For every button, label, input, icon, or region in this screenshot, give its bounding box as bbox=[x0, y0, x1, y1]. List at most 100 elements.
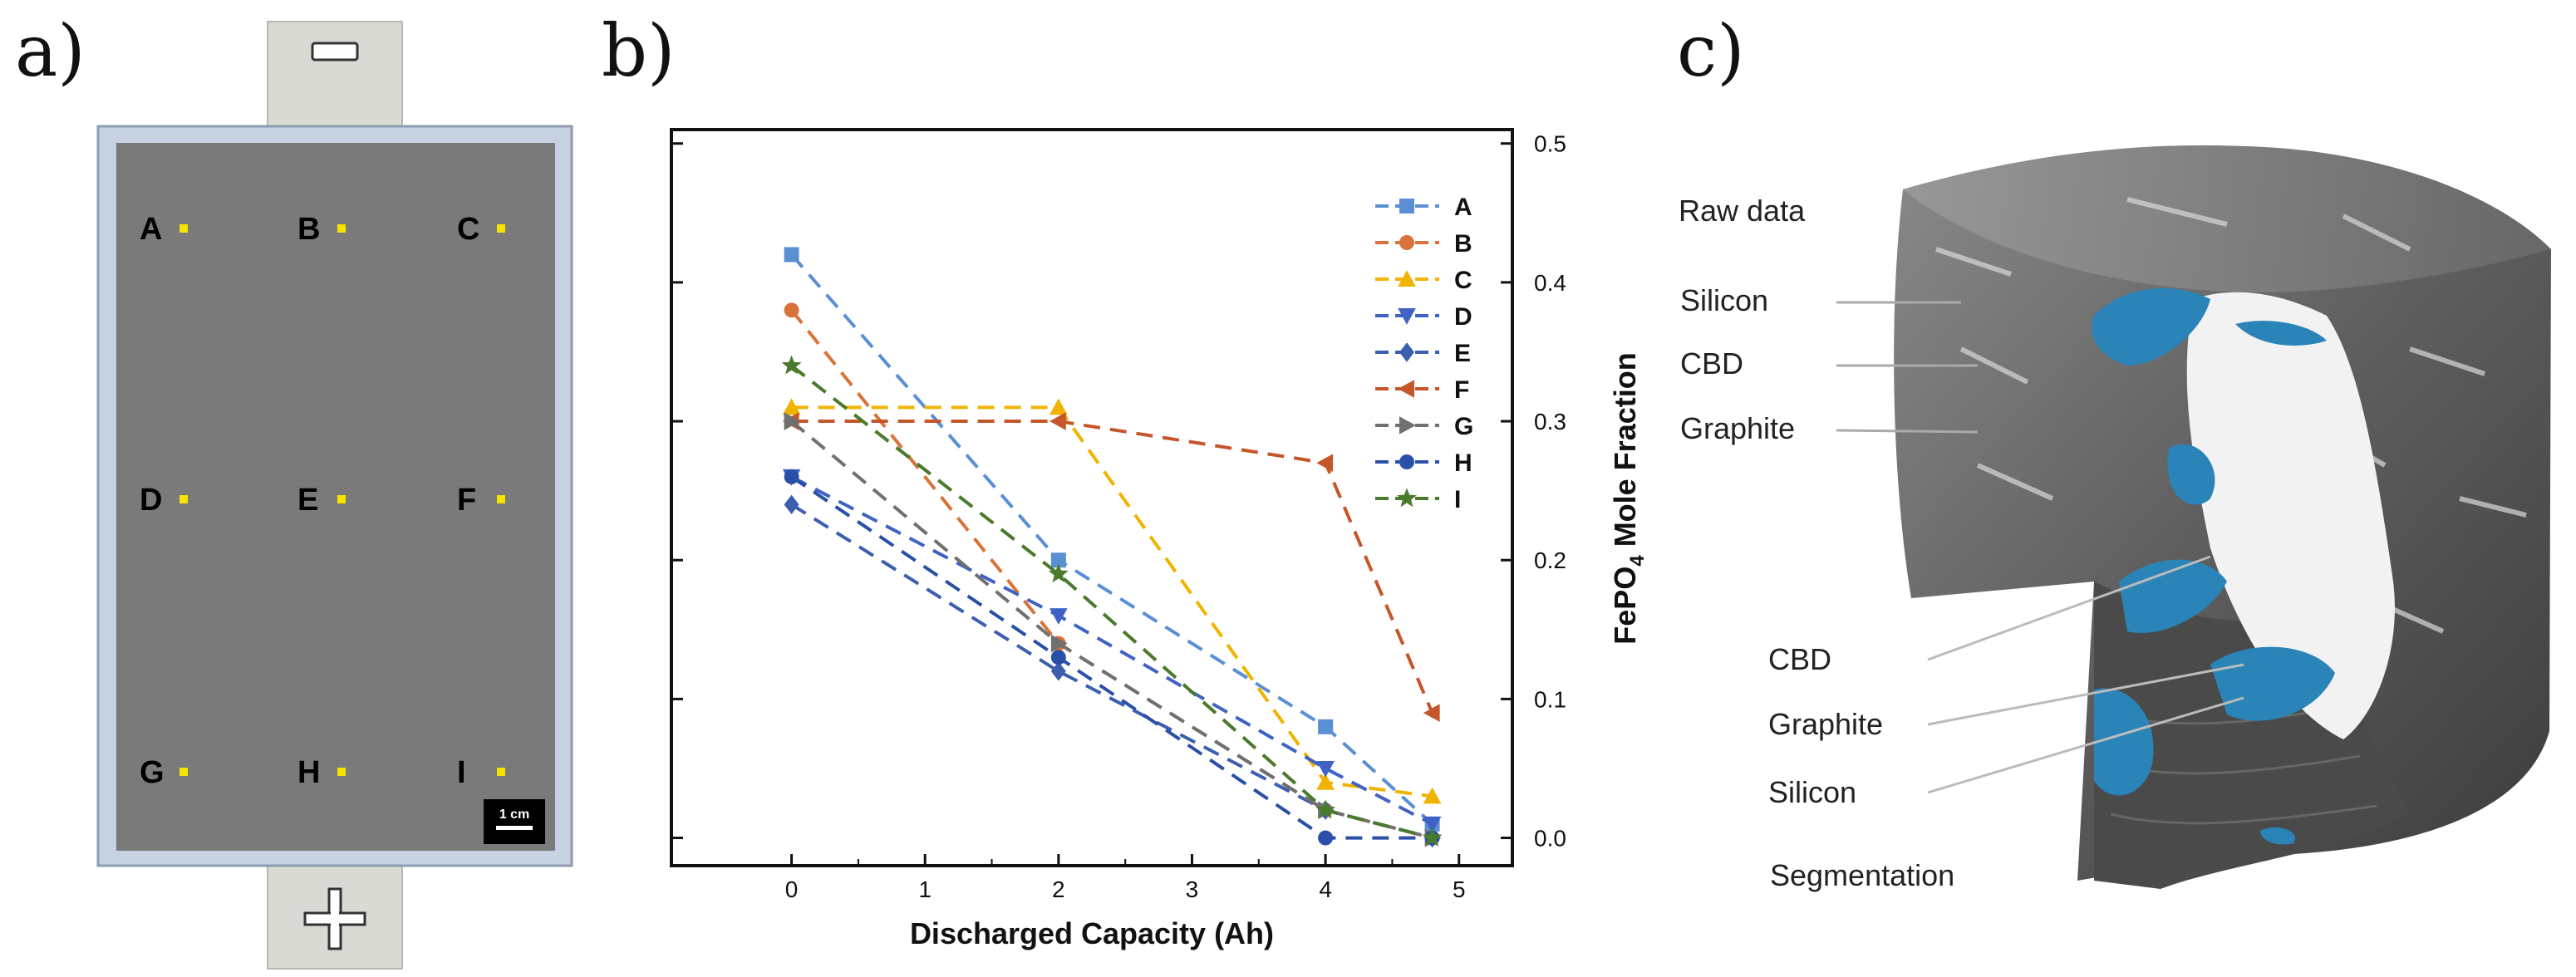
graphite-segment bbox=[2186, 292, 2395, 740]
position-marker-F bbox=[497, 495, 505, 503]
position-label-A: A bbox=[140, 212, 162, 247]
position-label-C: C bbox=[457, 212, 479, 247]
position-label-H: H bbox=[297, 755, 320, 790]
data-point-D bbox=[1050, 608, 1068, 625]
legend-marker bbox=[1399, 416, 1416, 434]
panel-label-c: c) bbox=[1677, 10, 1745, 93]
negative-tab bbox=[267, 21, 403, 130]
series-line-F bbox=[791, 420, 1434, 714]
data-point-G bbox=[784, 412, 801, 430]
lower-label-graphite: Graphite bbox=[1768, 707, 1883, 741]
volume-top-surface bbox=[1903, 145, 2551, 292]
y-tick-label: 0.1 bbox=[1534, 686, 1566, 712]
data-point-B bbox=[784, 302, 799, 318]
upper-label-silicon: Silicon bbox=[1680, 283, 1768, 317]
x-tick-label: 1 bbox=[918, 876, 932, 902]
leader-line bbox=[1836, 429, 1979, 434]
legend-marker bbox=[1399, 454, 1414, 469]
data-point-C bbox=[1423, 787, 1442, 804]
legend-entry-A: A bbox=[1375, 194, 1472, 221]
legend-marker bbox=[1399, 235, 1414, 250]
position-marker-C bbox=[497, 224, 505, 233]
upper-label-graphite: Graphite bbox=[1680, 411, 1795, 445]
y-axis-label-sub: 4 bbox=[1626, 555, 1649, 567]
series-line-B bbox=[790, 309, 1433, 840]
x-tick-label: 5 bbox=[1453, 876, 1466, 902]
legend-label: B bbox=[1454, 230, 1472, 258]
series-line-A bbox=[790, 253, 1433, 826]
legend-entry-C: C bbox=[1375, 267, 1472, 294]
legend-entry-F: F bbox=[1375, 376, 1469, 404]
legend-entry-G: G bbox=[1375, 413, 1473, 440]
data-point-H bbox=[1318, 830, 1334, 846]
lower-label-silicon: Silicon bbox=[1768, 775, 1856, 809]
silicon-streaks bbox=[1935, 197, 2527, 634]
panel-label-a: a) bbox=[15, 10, 86, 93]
legend-entry-I: I bbox=[1375, 486, 1461, 513]
position-marker-D bbox=[179, 495, 188, 503]
data-point-C bbox=[1316, 773, 1335, 790]
legend-label: A bbox=[1454, 194, 1472, 221]
series-C bbox=[782, 398, 1442, 804]
y-tick-label: 0.5 bbox=[1534, 131, 1566, 157]
x-tick-label: 3 bbox=[1186, 876, 1199, 902]
data-point-G bbox=[1050, 634, 1068, 653]
legend-marker bbox=[1397, 488, 1417, 508]
data-point-F bbox=[1316, 454, 1334, 473]
position-label-F: F bbox=[457, 483, 476, 518]
upper-label-cbd: CBD bbox=[1680, 346, 1743, 380]
scale-bar-line bbox=[496, 826, 533, 830]
panel-label-b: b) bbox=[602, 10, 676, 93]
segmentation-label: Segmentation bbox=[1770, 858, 1954, 892]
series-line-I bbox=[790, 364, 1433, 840]
y-axis-label-main: FePO bbox=[1608, 567, 1642, 645]
position-label-I: I bbox=[457, 755, 466, 790]
position-marker-I bbox=[497, 768, 505, 776]
legend-marker bbox=[1399, 342, 1414, 362]
data-point-H bbox=[784, 469, 799, 484]
x-tick-label: 4 bbox=[1319, 876, 1332, 902]
silicon-segments bbox=[2092, 287, 2335, 845]
x-axis-label: Discharged Capacity (Ah) bbox=[910, 916, 1274, 950]
legend-entry-D: D bbox=[1375, 303, 1472, 331]
negative-terminal-icon bbox=[311, 42, 359, 61]
lower-label-cbd: CBD bbox=[1768, 642, 1831, 676]
legend-marker bbox=[1398, 308, 1416, 325]
position-label-D: D bbox=[140, 483, 162, 518]
legend-label: G bbox=[1454, 413, 1473, 440]
legend-label: E bbox=[1454, 340, 1471, 367]
legend-marker bbox=[1399, 199, 1414, 214]
x-tick-label: 2 bbox=[1052, 876, 1065, 902]
legend-label: I bbox=[1454, 486, 1461, 513]
series-line-H bbox=[790, 475, 1433, 840]
legend-label: D bbox=[1454, 303, 1472, 331]
series-line-C bbox=[791, 405, 1433, 798]
data-point-F bbox=[1050, 412, 1066, 430]
data-point-I bbox=[1315, 799, 1336, 819]
position-label-G: G bbox=[140, 755, 165, 790]
legend-label: F bbox=[1454, 376, 1469, 404]
data-point-D bbox=[1316, 760, 1335, 778]
position-marker-H bbox=[337, 768, 346, 776]
data-point-E bbox=[784, 494, 799, 515]
series-line-G bbox=[790, 420, 1433, 840]
data-point-I bbox=[781, 355, 802, 375]
raw-data-label: Raw data bbox=[1679, 194, 1806, 228]
legend-marker bbox=[1398, 380, 1414, 398]
data-point-A bbox=[784, 247, 799, 263]
positive-terminal-icon bbox=[303, 887, 366, 950]
legend-label: H bbox=[1454, 449, 1472, 477]
legend-marker bbox=[1398, 270, 1416, 287]
data-point-D bbox=[1423, 816, 1442, 833]
y-tick-label: 0.2 bbox=[1534, 547, 1566, 573]
position-marker-A bbox=[179, 224, 188, 233]
data-point-A bbox=[1050, 552, 1066, 568]
data-point-I bbox=[1048, 563, 1069, 583]
data-point-A bbox=[1318, 719, 1334, 734]
leader-line bbox=[1927, 555, 2211, 661]
legend-entry-B: B bbox=[1375, 230, 1472, 258]
position-marker-E bbox=[337, 495, 346, 503]
